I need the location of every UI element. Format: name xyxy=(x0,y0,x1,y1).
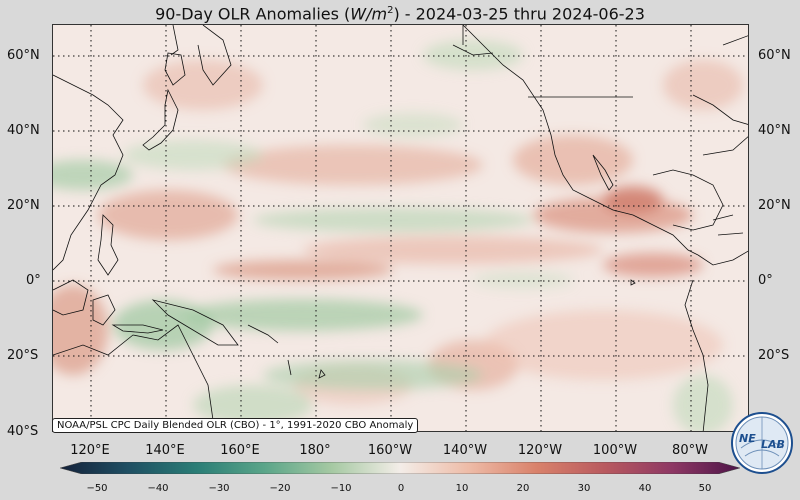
nevlab-logo-icon: NE LAB xyxy=(731,412,793,474)
title-unit-exponent: 2 xyxy=(387,5,394,16)
lon-label: 120°W xyxy=(517,443,563,458)
lon-label: 100°W xyxy=(592,443,638,458)
colorbar-tick: 10 xyxy=(455,483,469,494)
lat-label-left: 40°S xyxy=(7,424,39,439)
lon-label: 140°W xyxy=(442,443,488,458)
logo-text-left: NE xyxy=(739,432,756,445)
coastlines xyxy=(53,25,748,431)
lat-label-left: 0° xyxy=(26,273,41,288)
colorbar-tick: 30 xyxy=(577,483,591,494)
title-suffix: ) - 2024-03-25 thru 2024-06-23 xyxy=(393,4,645,24)
lat-label-left: 60°N xyxy=(7,48,40,63)
lat-label-left: 20°N xyxy=(7,198,40,213)
lon-label: 140°E xyxy=(145,443,185,458)
colorbar-tick: −40 xyxy=(147,483,169,494)
colorbar-tick: 40 xyxy=(638,483,652,494)
colorbar-tick: 50 xyxy=(698,483,712,494)
graticule xyxy=(53,25,748,431)
logo-text-right: LAB xyxy=(761,438,785,451)
lat-label-right: 20°S xyxy=(758,348,790,363)
data-source-note: NOAA/PSL CPC Daily Blended OLR (CBO) - 1… xyxy=(52,418,419,433)
lat-label-left: 40°N xyxy=(7,123,40,138)
lon-label: 80°W xyxy=(672,443,708,458)
lat-label-left: 20°S xyxy=(7,348,39,363)
anomaly-field xyxy=(53,40,743,431)
colorbar-tick: 20 xyxy=(516,483,530,494)
map-panel xyxy=(52,24,749,432)
title-unit: W/m xyxy=(350,4,388,24)
lat-label-right: 20°N xyxy=(758,198,791,213)
colorbar-tick: −20 xyxy=(269,483,291,494)
map-title: 90-Day OLR Anomalies (W/m2) - 2024-03-25… xyxy=(0,0,800,24)
lon-label: 180° xyxy=(299,443,331,458)
colorbar-bar xyxy=(60,462,740,474)
title-prefix: 90-Day OLR Anomalies ( xyxy=(155,4,351,24)
colorbar-tick: −50 xyxy=(86,483,108,494)
colorbar-tick: 0 xyxy=(397,483,405,494)
lon-label: 120°E xyxy=(70,443,110,458)
colorbar xyxy=(60,462,740,474)
lon-label: 160°W xyxy=(367,443,413,458)
olr-anomaly-map xyxy=(53,25,748,431)
colorbar-tick: −10 xyxy=(330,483,352,494)
lat-label-right: 0° xyxy=(758,273,773,288)
lat-label-right: 60°N xyxy=(758,48,791,63)
lat-label-right: 40°N xyxy=(758,123,791,138)
colorbar-tick: −30 xyxy=(208,483,230,494)
lon-label: 160°E xyxy=(220,443,260,458)
